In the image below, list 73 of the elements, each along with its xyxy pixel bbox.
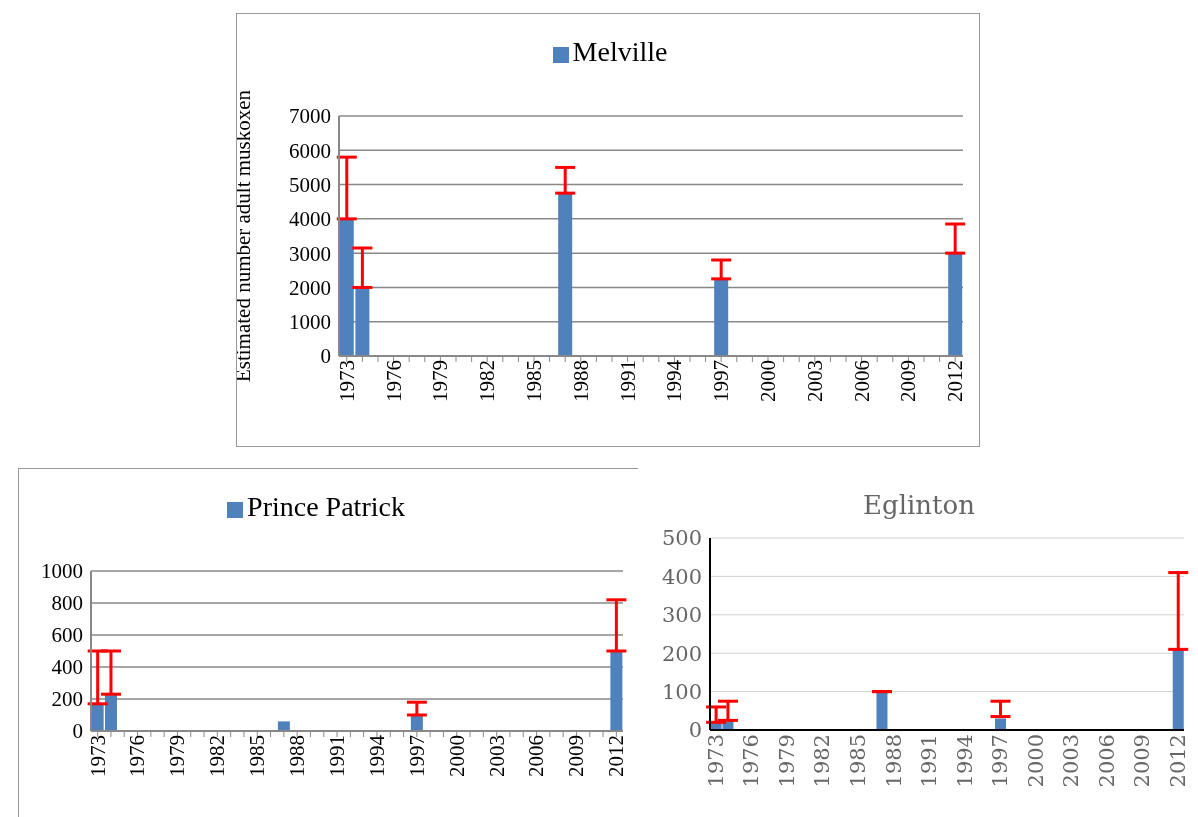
legend-label: Melville xyxy=(572,36,668,67)
x-tick-label: 2012 xyxy=(604,735,629,777)
x-tick-label: 1982 xyxy=(475,360,500,402)
bar xyxy=(558,193,573,356)
x-tick-label: 2012 xyxy=(943,360,968,402)
x-tick-label: 2009 xyxy=(896,360,921,402)
x-tick-label: 2009 xyxy=(564,735,589,777)
x-tick-label: 1988 xyxy=(285,735,310,777)
bar xyxy=(277,721,290,731)
x-tick-label: 1988 xyxy=(568,360,593,402)
y-tick-label: 200 xyxy=(51,687,83,712)
x-tick-label: 1991 xyxy=(324,735,349,777)
bar xyxy=(714,278,729,356)
y-tick-label: 1000 xyxy=(41,559,83,584)
bar xyxy=(948,253,963,356)
x-tick-label: 2009 xyxy=(1130,734,1155,788)
y-tick-label: 500 xyxy=(661,526,702,551)
x-tick-label: 1985 xyxy=(846,734,871,788)
y-tick-label: 7000 xyxy=(289,104,331,129)
x-tick-label: 1997 xyxy=(988,734,1013,788)
y-tick-label: 2000 xyxy=(289,275,331,300)
y-tick-label: 600 xyxy=(51,623,83,648)
x-tick-label: 1997 xyxy=(709,360,734,402)
y-tick-label: 100 xyxy=(661,680,702,705)
x-tick-label: 1979 xyxy=(428,360,453,402)
x-tick-label: 1991 xyxy=(917,734,942,788)
x-tick-label: 2006 xyxy=(849,360,874,402)
x-tick-label: 1991 xyxy=(615,360,640,402)
x-tick-label: 1994 xyxy=(952,734,977,788)
x-tick-label: 1988 xyxy=(881,734,906,788)
x-tick-label: 1979 xyxy=(774,734,799,788)
y-tick-label: 0 xyxy=(688,718,702,743)
y-tick-label: 6000 xyxy=(289,138,331,163)
y-tick-label: 3000 xyxy=(289,241,331,266)
y-tick-label: 4000 xyxy=(289,207,331,232)
x-tick-label: 2000 xyxy=(1023,734,1048,788)
x-tick-label: 1982 xyxy=(810,734,835,788)
bar xyxy=(1172,649,1184,730)
y-tick-label: 200 xyxy=(661,641,702,666)
y-tick-label: 400 xyxy=(661,564,702,589)
x-tick-label: 1976 xyxy=(125,735,150,777)
x-tick-label: 1973 xyxy=(703,734,728,788)
x-tick-label: 2003 xyxy=(802,360,827,402)
x-tick-label: 1985 xyxy=(521,360,546,402)
x-tick-label: 1976 xyxy=(381,360,406,402)
x-tick-label: 1994 xyxy=(662,359,687,402)
x-tick-label: 2012 xyxy=(1165,734,1190,788)
y-tick-label: 800 xyxy=(51,591,83,616)
bar xyxy=(610,651,623,731)
x-tick-label: 1979 xyxy=(165,735,190,777)
x-tick-label: 1997 xyxy=(404,735,429,777)
x-tick-label: 1985 xyxy=(245,735,270,777)
y-tick-label: 1000 xyxy=(289,310,331,335)
x-tick-label: 2006 xyxy=(524,735,549,777)
x-tick-label: 1973 xyxy=(85,735,110,777)
x-tick-label: 1994 xyxy=(364,734,389,777)
y-tick-label: 400 xyxy=(51,655,83,680)
x-tick-label: 2003 xyxy=(484,735,509,777)
chart-title: Eglinton xyxy=(862,490,976,520)
x-tick-label: 2000 xyxy=(444,735,469,777)
x-tick-label: 2006 xyxy=(1094,734,1119,788)
legend-label: Prince Patrick xyxy=(247,491,405,522)
y-tick-label: 300 xyxy=(661,603,702,628)
y-tick-label: 5000 xyxy=(289,173,331,198)
bar xyxy=(876,691,888,730)
x-tick-label: 2003 xyxy=(1059,734,1084,788)
y-tick-label: 0 xyxy=(320,344,331,369)
bar xyxy=(994,718,1006,730)
x-tick-label: 1976 xyxy=(739,734,764,788)
x-tick-label: 1982 xyxy=(205,735,230,777)
y-tick-label: 0 xyxy=(72,719,83,744)
x-tick-label: 1973 xyxy=(334,360,359,402)
x-tick-label: 2000 xyxy=(755,360,780,402)
